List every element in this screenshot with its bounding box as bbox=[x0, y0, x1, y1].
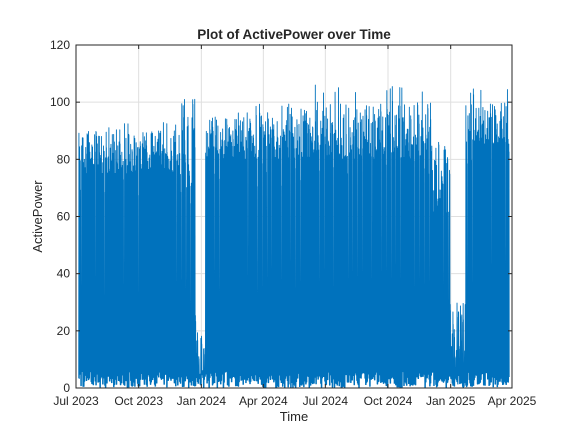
y-tick-label: 100 bbox=[50, 95, 70, 109]
chart-title: Plot of ActivePower over Time bbox=[197, 27, 391, 42]
y-tick-label: 20 bbox=[57, 324, 71, 338]
y-tick-label: 0 bbox=[63, 381, 70, 395]
x-axis-label: Time bbox=[280, 409, 308, 424]
x-tick-label: Oct 2023 bbox=[114, 394, 163, 408]
x-tick-label: Apr 2025 bbox=[488, 394, 537, 408]
x-tick-label: Jan 2025 bbox=[426, 394, 476, 408]
ticks: Jul 2023 Oct 2023 Jan 2024 Apr 2024 Jul 2024… bbox=[50, 38, 537, 408]
x-tick-label: Jan 2024 bbox=[177, 394, 227, 408]
y-tick-label: 60 bbox=[57, 210, 71, 224]
x-tick-label: Jul 2024 bbox=[303, 394, 349, 408]
y-tick-label: 80 bbox=[57, 152, 71, 166]
y-tick-label: 120 bbox=[50, 38, 70, 52]
x-tick-label: Apr 2024 bbox=[239, 394, 288, 408]
data-layer bbox=[78, 84, 510, 389]
series-line bbox=[78, 84, 510, 389]
y-axis-label: ActivePower bbox=[30, 180, 45, 253]
y-tick-label: 40 bbox=[57, 267, 71, 281]
x-tick-label: Jul 2023 bbox=[53, 394, 99, 408]
x-tick-label: Oct 2024 bbox=[364, 394, 413, 408]
